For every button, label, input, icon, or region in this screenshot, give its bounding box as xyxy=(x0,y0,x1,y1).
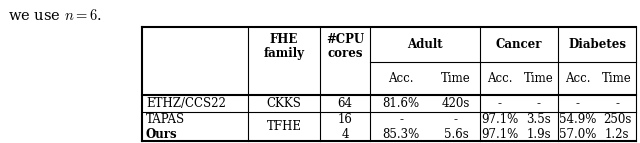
Text: Diabetes: Diabetes xyxy=(568,38,626,51)
Text: family: family xyxy=(264,47,305,60)
Text: 1.9s: 1.9s xyxy=(526,128,551,141)
Text: FHE: FHE xyxy=(270,33,298,46)
Text: 64: 64 xyxy=(337,97,353,110)
Text: -: - xyxy=(576,97,580,110)
Text: 250s: 250s xyxy=(603,113,631,126)
Text: Adult: Adult xyxy=(407,38,443,51)
Text: 85.3%: 85.3% xyxy=(382,128,420,141)
Text: Time: Time xyxy=(602,72,632,85)
Text: 81.6%: 81.6% xyxy=(383,97,420,110)
Text: 5.6s: 5.6s xyxy=(444,128,468,141)
Text: 97.1%: 97.1% xyxy=(481,113,518,126)
Text: Acc.: Acc. xyxy=(487,72,512,85)
Text: Ours: Ours xyxy=(146,128,178,141)
Text: Acc.: Acc. xyxy=(388,72,413,85)
Text: 16: 16 xyxy=(337,113,353,126)
Text: CKKS: CKKS xyxy=(267,97,301,110)
Text: -: - xyxy=(536,97,541,110)
Text: 420s: 420s xyxy=(442,97,470,110)
Text: TFHE: TFHE xyxy=(266,120,301,133)
Text: -: - xyxy=(399,113,403,126)
Text: 97.1%: 97.1% xyxy=(481,128,518,141)
Text: #CPU: #CPU xyxy=(326,33,364,46)
Text: 3.5s: 3.5s xyxy=(526,113,551,126)
Text: ETHZ/CCS22: ETHZ/CCS22 xyxy=(146,97,226,110)
Text: 57.0%: 57.0% xyxy=(559,128,596,141)
Text: 54.9%: 54.9% xyxy=(559,113,596,126)
Text: -: - xyxy=(615,97,619,110)
Text: 1.2s: 1.2s xyxy=(605,128,629,141)
Text: cores: cores xyxy=(327,47,363,60)
Text: -: - xyxy=(454,113,458,126)
Text: 4: 4 xyxy=(341,128,349,141)
Text: TAPAS: TAPAS xyxy=(146,113,185,126)
Text: Acc.: Acc. xyxy=(565,72,591,85)
Text: Time: Time xyxy=(441,72,471,85)
Text: -: - xyxy=(497,97,502,110)
Text: Cancer: Cancer xyxy=(496,38,542,51)
Text: Time: Time xyxy=(524,72,554,85)
Text: we use $n = 6$.: we use $n = 6$. xyxy=(8,8,102,23)
